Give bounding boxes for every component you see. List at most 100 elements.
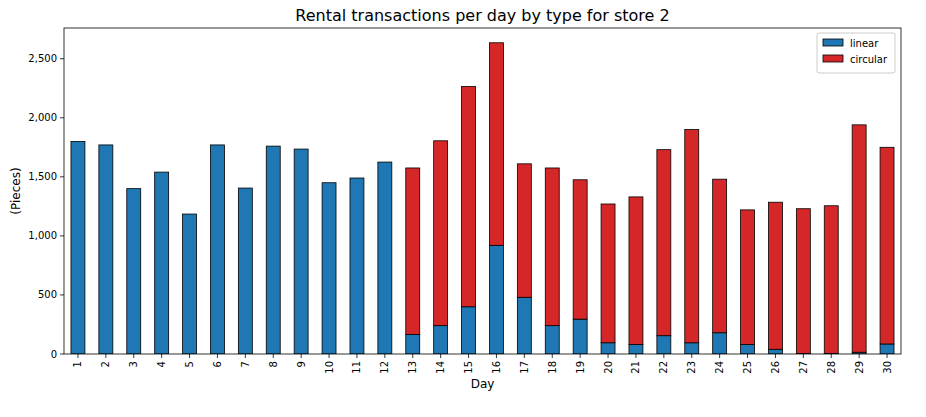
- x-tick: [468, 354, 469, 358]
- x-tick-label: 9: [296, 361, 307, 367]
- y-tick-label: 1,500: [28, 171, 57, 182]
- x-tick: [105, 354, 106, 358]
- bar: [685, 343, 699, 354]
- x-tick-label: 11: [351, 361, 362, 374]
- bar: [434, 141, 448, 326]
- background: [0, 0, 926, 417]
- bar: [573, 319, 587, 354]
- title: Rental transactions per day by type for …: [295, 6, 669, 25]
- bar: [266, 146, 280, 354]
- y-tick: [60, 176, 64, 177]
- frame: [64, 28, 901, 354]
- bar: [880, 147, 894, 344]
- y-tick-label: 1,000: [28, 230, 57, 241]
- bar: [238, 188, 252, 189]
- x-tick: [691, 354, 692, 358]
- bar: [406, 335, 420, 354]
- bar: [127, 189, 141, 354]
- bar: [155, 172, 169, 173]
- bar: [601, 204, 615, 343]
- page: {"chart_data": {"type": "bar", "title": …: [0, 0, 926, 417]
- legend-label: linear: [850, 38, 879, 49]
- bar: [880, 344, 894, 354]
- bar: [741, 345, 755, 354]
- x-tick: [719, 354, 720, 358]
- x-tick-label: 29: [854, 361, 865, 374]
- bar: [378, 162, 392, 163]
- x-tick-label: 26: [770, 361, 781, 374]
- bar: [545, 168, 559, 326]
- x-tick: [356, 354, 357, 358]
- bars: [71, 43, 894, 354]
- x-tick-label: 4: [156, 361, 167, 367]
- bar: [768, 349, 782, 354]
- x-tick: [831, 354, 832, 358]
- bar: [601, 343, 615, 354]
- bar: [350, 178, 364, 354]
- x-tick: [245, 354, 246, 358]
- x-tick-label: 23: [686, 361, 697, 374]
- bar: [741, 210, 755, 345]
- bar: [685, 130, 699, 343]
- legend-box: [817, 33, 895, 73]
- y-tick-label: 500: [38, 289, 57, 300]
- legend-swatch: [823, 39, 843, 46]
- x-tick-label: 1: [72, 361, 83, 367]
- x-tick: [803, 354, 804, 358]
- bar: [768, 202, 782, 349]
- x-tick: [77, 354, 78, 358]
- legend-swatch: [823, 55, 843, 62]
- bar: [378, 162, 392, 354]
- bar: [155, 172, 169, 354]
- y-tick: [60, 235, 64, 236]
- bar: [657, 336, 671, 354]
- x-tick-label: 17: [519, 361, 530, 374]
- x-tick: [412, 354, 413, 358]
- x-tick: [747, 354, 748, 358]
- bar: [322, 183, 336, 354]
- x-tick: [217, 354, 218, 358]
- bar: [489, 245, 503, 354]
- bar: [852, 125, 866, 352]
- x-tick: [524, 354, 525, 358]
- x-tick: [301, 354, 302, 358]
- x-tick-label: 12: [379, 361, 390, 374]
- bar: [462, 86, 476, 306]
- bar: [462, 307, 476, 354]
- x-tick: [635, 354, 636, 358]
- bar: [517, 164, 531, 297]
- x-tick-label: 5: [184, 361, 195, 367]
- x-tick-label: 22: [658, 361, 669, 374]
- x-tick-label: 19: [575, 361, 586, 374]
- x-tick-label: 3: [128, 361, 139, 367]
- y-label: (Pieces): [9, 167, 23, 214]
- x-tick-label: 14: [435, 361, 446, 374]
- bar: [713, 333, 727, 354]
- x-tick: [552, 354, 553, 358]
- bar: [99, 144, 113, 145]
- x-tick: [273, 354, 274, 358]
- x-tick: [608, 354, 609, 358]
- x-tick-label: 16: [491, 361, 502, 374]
- bar: [266, 146, 280, 147]
- x-tick-label: 6: [212, 361, 223, 367]
- y-tick: [60, 117, 64, 118]
- bar: [183, 214, 197, 354]
- bar: [238, 188, 252, 354]
- bar: [71, 141, 85, 142]
- x-axis: 1234567891011121314151617181920212223242…: [72, 354, 892, 374]
- bar: [210, 145, 224, 354]
- bar: [657, 150, 671, 336]
- x-tick: [189, 354, 190, 358]
- x-tick-label: 21: [630, 361, 641, 374]
- bar: [517, 297, 531, 354]
- y-tick-label: 0: [51, 349, 57, 360]
- x-tick-label: 7: [240, 361, 251, 367]
- x-tick: [384, 354, 385, 358]
- bar: [545, 326, 559, 354]
- bar: [294, 149, 308, 150]
- bar: [294, 149, 308, 354]
- bar: [322, 182, 336, 183]
- y-tick-label: 2,000: [28, 112, 57, 123]
- bar: [489, 43, 503, 246]
